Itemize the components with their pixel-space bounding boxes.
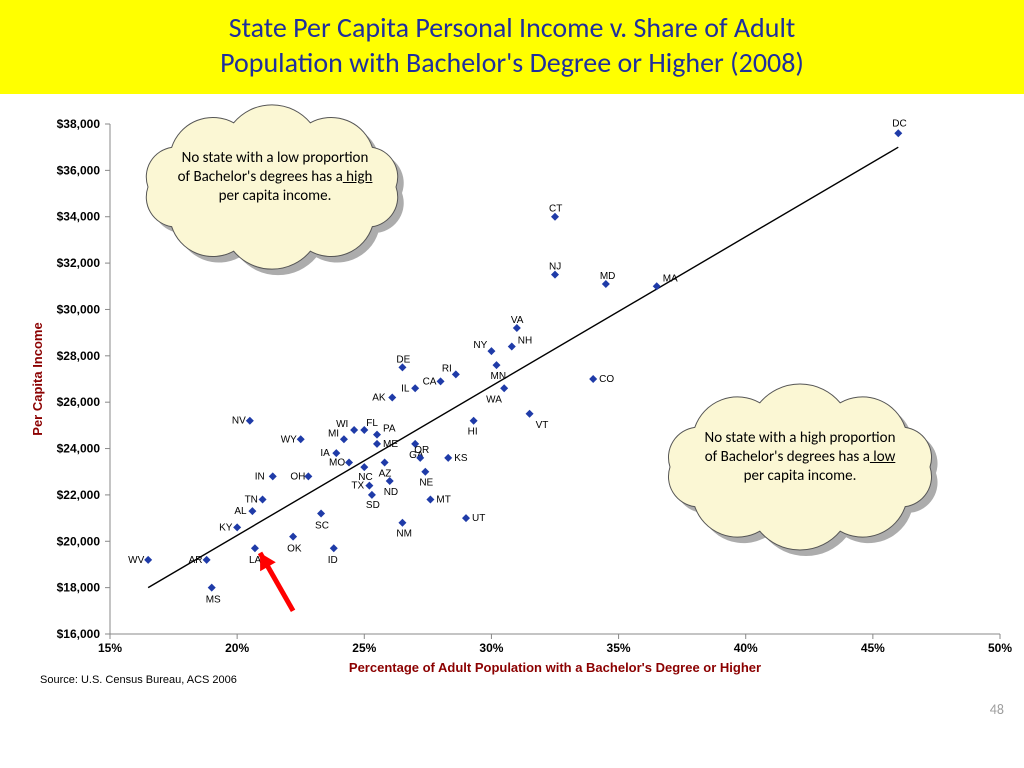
- svg-text:$28,000: $28,000: [57, 349, 101, 363]
- svg-text:30%: 30%: [479, 641, 503, 655]
- svg-text:ND: ND: [384, 487, 398, 498]
- svg-text:ID: ID: [328, 555, 338, 566]
- svg-text:45%: 45%: [861, 641, 885, 655]
- svg-text:AL: AL: [234, 506, 247, 517]
- svg-text:$22,000: $22,000: [57, 488, 101, 502]
- svg-text:CT: CT: [549, 204, 562, 215]
- svg-text:WV: WV: [128, 555, 144, 566]
- svg-text:OK: OK: [287, 544, 302, 555]
- svg-text:$18,000: $18,000: [57, 581, 101, 595]
- svg-text:MN: MN: [491, 371, 507, 382]
- title-line-2: Population with Bachelor's Degree or Hig…: [20, 45, 1004, 80]
- svg-text:$32,000: $32,000: [57, 256, 101, 270]
- svg-text:35%: 35%: [607, 641, 631, 655]
- svg-text:Percentage of Adult Population: Percentage of Adult Population with a Ba…: [349, 660, 761, 675]
- svg-text:FL: FL: [366, 418, 378, 429]
- svg-text:MA: MA: [663, 273, 678, 284]
- svg-text:NV: NV: [232, 416, 246, 427]
- scatter-chart: $16,000 $18,000 $20,000 $22,000 $24,000 $26,0…: [0, 94, 1024, 724]
- svg-text:$24,000: $24,000: [57, 442, 101, 456]
- svg-text:MO: MO: [329, 457, 345, 468]
- svg-text:OH: OH: [290, 471, 305, 482]
- svg-text:KS: KS: [454, 453, 468, 464]
- svg-text:50%: 50%: [988, 641, 1012, 655]
- svg-text:$26,000: $26,000: [57, 395, 101, 409]
- svg-text:TX: TX: [351, 481, 364, 492]
- svg-text:RI: RI: [442, 363, 452, 374]
- svg-text:MT: MT: [436, 495, 450, 506]
- svg-text:IL: IL: [401, 383, 410, 394]
- svg-text:MS: MS: [206, 595, 221, 606]
- svg-text:OR: OR: [414, 445, 429, 456]
- svg-text:VT: VT: [536, 420, 549, 431]
- svg-text:NM: NM: [396, 529, 412, 540]
- svg-text:$30,000: $30,000: [57, 302, 101, 316]
- svg-text:Per Capita Income: Per Capita Income: [30, 322, 45, 435]
- svg-text:$20,000: $20,000: [57, 534, 101, 548]
- svg-text:AK: AK: [372, 393, 386, 404]
- svg-text:$38,000: $38,000: [57, 117, 101, 131]
- svg-text:CO: CO: [599, 374, 614, 385]
- svg-text:40%: 40%: [734, 641, 758, 655]
- svg-text:NY: NY: [473, 340, 487, 351]
- svg-text:WA: WA: [486, 394, 502, 405]
- svg-text:ME: ME: [383, 439, 398, 450]
- callout-low-degrees: No state with a low proportion of Bachel…: [175, 149, 375, 205]
- svg-text:WY: WY: [281, 434, 297, 445]
- svg-text:DC: DC: [892, 118, 906, 129]
- svg-text:NH: NH: [518, 336, 532, 347]
- svg-text:$34,000: $34,000: [57, 210, 101, 224]
- svg-text:AR: AR: [189, 555, 203, 566]
- svg-text:MD: MD: [600, 271, 616, 282]
- svg-text:DE: DE: [396, 354, 410, 365]
- svg-text:25%: 25%: [352, 641, 376, 655]
- svg-text:VA: VA: [511, 315, 524, 326]
- slide-number: 48: [990, 701, 1004, 718]
- svg-text:$36,000: $36,000: [57, 163, 101, 177]
- svg-text:SC: SC: [315, 520, 329, 531]
- svg-text:20%: 20%: [225, 641, 249, 655]
- svg-text:NE: NE: [419, 478, 433, 489]
- callout-high-degrees: No state with a high proportion of Bache…: [700, 429, 900, 485]
- title-line-1: State Per Capita Personal Income v. Shar…: [20, 10, 1004, 45]
- svg-text:$16,000: $16,000: [57, 627, 101, 641]
- svg-text:NJ: NJ: [549, 262, 561, 273]
- svg-text:HI: HI: [468, 427, 478, 438]
- svg-text:PA: PA: [383, 424, 396, 435]
- title-bar: State Per Capita Personal Income v. Shar…: [0, 0, 1024, 94]
- svg-text:15%: 15%: [98, 641, 122, 655]
- chart-area: $16,000 $18,000 $20,000 $22,000 $24,000 $26,0…: [0, 94, 1024, 724]
- svg-text:CA: CA: [423, 376, 437, 387]
- svg-text:IN: IN: [255, 471, 265, 482]
- svg-text:KY: KY: [219, 522, 233, 533]
- source-text: Source: U.S. Census Bureau, ACS 2006: [40, 674, 237, 686]
- svg-text:UT: UT: [472, 513, 485, 524]
- svg-text:TN: TN: [245, 495, 258, 506]
- svg-text:SD: SD: [366, 500, 380, 511]
- svg-text:WI: WI: [336, 419, 348, 430]
